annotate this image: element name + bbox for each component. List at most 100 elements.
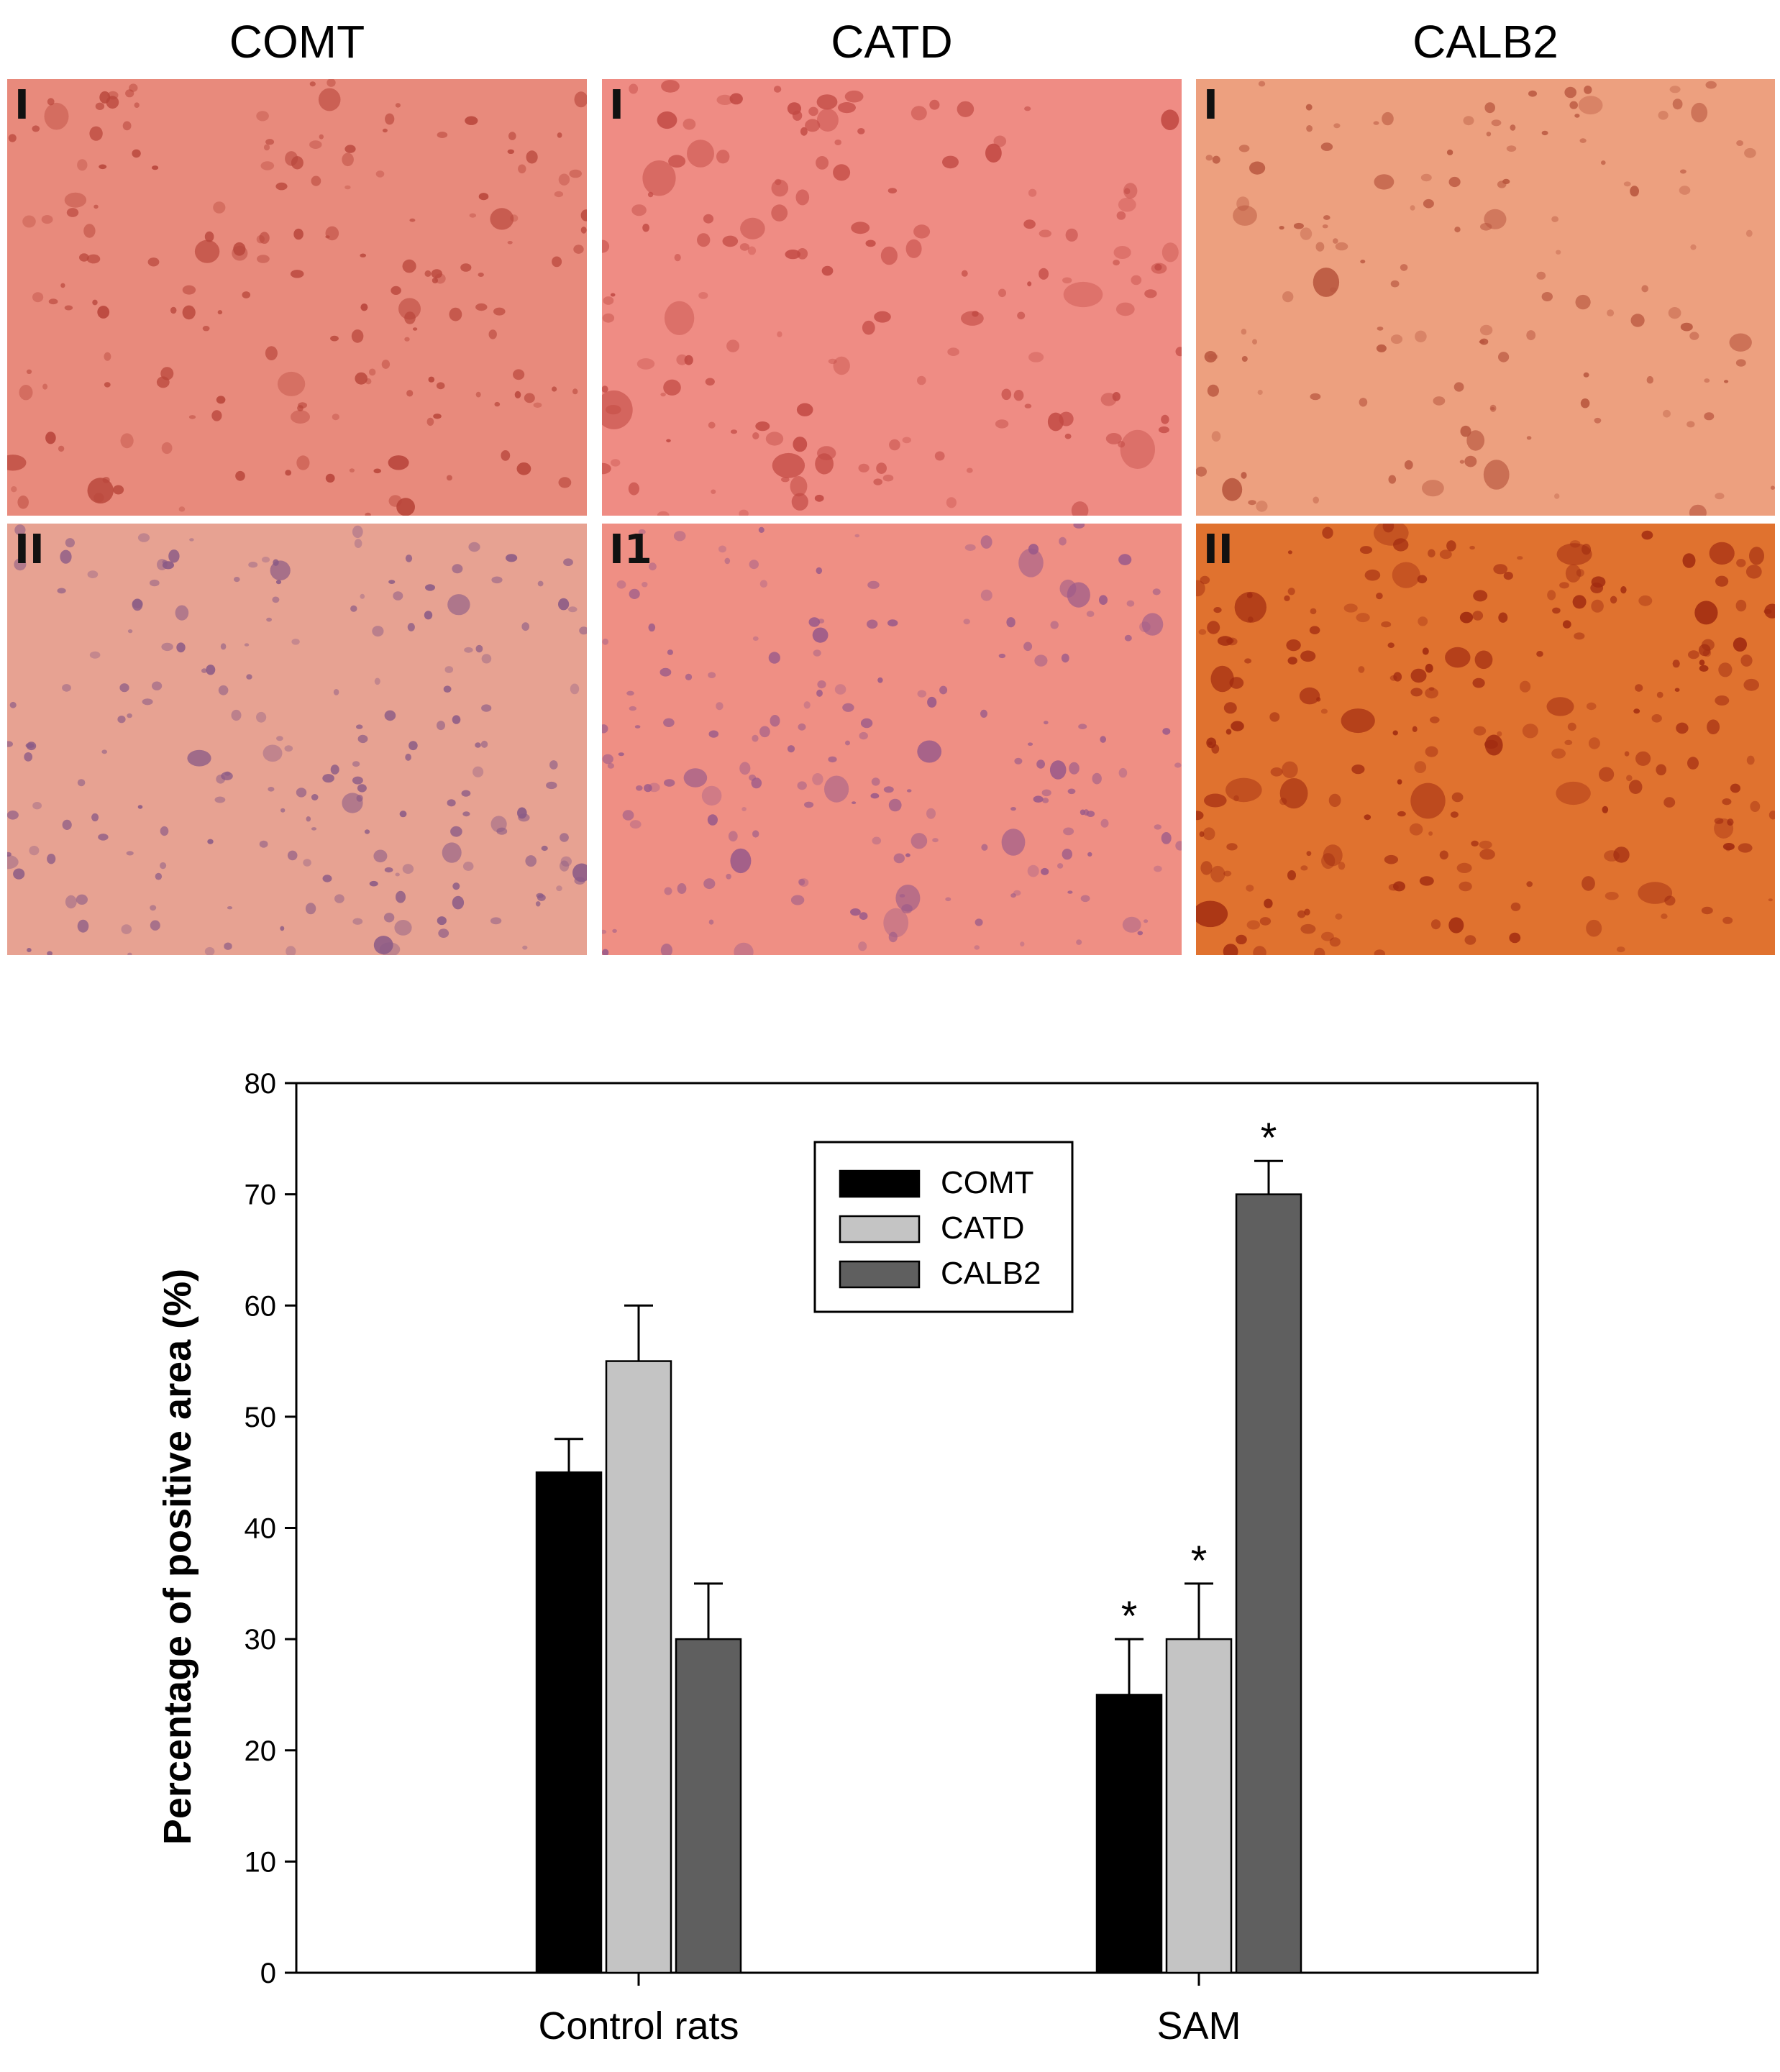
- cell-nucleus: [284, 745, 293, 752]
- cell-nucleus: [800, 127, 808, 136]
- cell-nucleus: [218, 685, 229, 695]
- cell-nucleus: [496, 827, 508, 835]
- cell-nucleus: [1067, 582, 1090, 608]
- cell-nucleus: [275, 580, 282, 585]
- cell-nucleus: [332, 414, 339, 421]
- cell-nucleus: [464, 647, 473, 653]
- cell-nucleus: [514, 391, 521, 398]
- cell-nucleus: [917, 375, 926, 385]
- cell-nucleus: [1309, 626, 1320, 634]
- cell-nucleus: [739, 243, 749, 251]
- y-tick-label: 30: [245, 1624, 277, 1656]
- cell-nucleus: [1115, 302, 1135, 316]
- cell-nucleus: [1552, 607, 1561, 614]
- cell-nucleus: [1313, 496, 1319, 504]
- cell-nucleus: [1333, 123, 1341, 129]
- cell-nucleus: [490, 208, 514, 230]
- legend-label-comt: COMT: [941, 1165, 1034, 1200]
- cell-nucleus: [1063, 281, 1103, 308]
- cell-nucleus: [1689, 504, 1707, 516]
- cell-nucleus: [1579, 138, 1587, 143]
- cell-nucleus: [99, 91, 111, 104]
- cell-nucleus: [1258, 81, 1266, 87]
- cell-nucleus: [1297, 910, 1306, 918]
- cell-nucleus: [636, 358, 655, 370]
- cell-nucleus: [1080, 895, 1090, 903]
- cell-nucleus: [170, 306, 177, 314]
- cell-nucleus: [104, 382, 111, 388]
- cell-nucleus: [1092, 772, 1102, 785]
- cell-nucleus: [1321, 853, 1336, 870]
- cell-nucleus: [708, 919, 714, 925]
- tissue-image: [7, 524, 587, 955]
- panel-label: II: [14, 526, 45, 573]
- cell-nucleus: [1313, 268, 1340, 297]
- cell-nucleus: [1497, 181, 1507, 188]
- cell-nucleus: [850, 908, 861, 916]
- cell-nucleus: [119, 683, 129, 693]
- cell-nucleus: [1199, 831, 1205, 837]
- cell-nucleus: [1663, 409, 1671, 418]
- cell-nucleus: [1123, 183, 1138, 199]
- cell-nucleus: [1459, 611, 1474, 624]
- cell-nucleus: [1086, 611, 1095, 617]
- legend-swatch-calb2: [839, 1260, 921, 1289]
- cell-nucleus: [697, 233, 711, 247]
- cell-nucleus: [1118, 767, 1128, 778]
- cell-nucleus: [398, 298, 421, 320]
- cell-nucleus: [350, 605, 357, 612]
- cell-nucleus: [642, 582, 648, 588]
- cell-nucleus: [716, 94, 734, 105]
- cell-nucleus: [557, 132, 562, 138]
- cell-nucleus: [558, 477, 572, 488]
- cell-nucleus: [296, 455, 310, 470]
- cell-nucleus: [1122, 916, 1141, 933]
- cell-nucleus: [1735, 359, 1746, 367]
- cell-nucleus: [629, 83, 639, 94]
- cell-nucleus: [1174, 762, 1182, 768]
- cell-nucleus: [1506, 145, 1517, 152]
- cell-nucleus: [858, 941, 867, 951]
- cell-nucleus: [1610, 595, 1617, 604]
- cell-nucleus: [1175, 347, 1182, 357]
- cell-nucleus: [603, 296, 614, 305]
- cell-nucleus: [1472, 677, 1485, 688]
- cell-nucleus: [1591, 599, 1604, 613]
- cell-nucleus: [747, 246, 757, 255]
- cell-nucleus: [1484, 739, 1498, 749]
- cell-nucleus: [857, 128, 865, 134]
- cell-nucleus: [428, 376, 435, 383]
- cell-nucleus: [1076, 939, 1082, 945]
- cell-nucleus: [787, 745, 795, 753]
- cell-nucleus: [1064, 433, 1072, 439]
- cell-nucleus: [373, 468, 381, 474]
- cell-nucleus: [1420, 173, 1432, 182]
- cell-nucleus: [365, 512, 371, 516]
- cell-nucleus: [1541, 130, 1548, 136]
- cell-nucleus: [765, 432, 784, 446]
- cell-nucleus: [1223, 702, 1237, 714]
- cell-nucleus: [1279, 778, 1308, 809]
- cell-nucleus: [7, 852, 12, 857]
- cell-nucleus: [1010, 893, 1016, 898]
- cell-nucleus: [1556, 781, 1591, 805]
- cell-nucleus: [906, 789, 912, 793]
- cell-nucleus: [1207, 384, 1219, 397]
- cell-nucleus: [1222, 478, 1243, 501]
- cell-nucleus: [1473, 590, 1488, 602]
- legend-label-catd: CATD: [941, 1210, 1025, 1246]
- cell-nucleus: [1226, 637, 1238, 646]
- cell-nucleus: [1377, 327, 1384, 331]
- cell-nucleus: [888, 931, 898, 943]
- cell-nucleus: [858, 463, 870, 473]
- cell-nucleus: [127, 713, 132, 718]
- y-tick-label: 50: [245, 1402, 277, 1433]
- cell-nucleus: [494, 401, 501, 407]
- cell-nucleus: [1241, 472, 1247, 479]
- cell-nucleus: [1473, 726, 1487, 736]
- cell-nucleus: [9, 701, 17, 708]
- cell-nucleus: [980, 709, 987, 718]
- cell-nucleus: [677, 883, 687, 894]
- cell-nucleus: [1246, 920, 1260, 930]
- cell-nucleus: [1314, 947, 1325, 955]
